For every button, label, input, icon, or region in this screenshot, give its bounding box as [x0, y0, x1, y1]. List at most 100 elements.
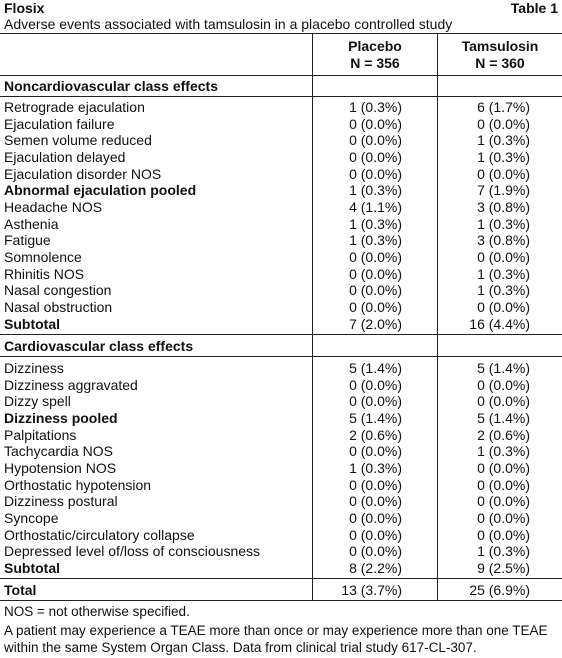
cell: 1 (0.3%) — [477, 443, 530, 459]
cell: 0 (0.0%) — [477, 393, 530, 409]
row-label: Depressed level of/loss of consciousness — [4, 543, 261, 559]
rule — [0, 75, 562, 76]
cell: 3 (0.8%) — [477, 199, 530, 215]
cell: 1 (0.3%) — [477, 282, 530, 298]
title: Flosix — [4, 0, 45, 16]
cell: 0 (0.0%) — [349, 377, 402, 393]
cell: 1 (0.3%) — [477, 216, 530, 232]
column-name: Tamsulosin — [461, 38, 539, 54]
section-title: Noncardiovascular class effects — [4, 78, 218, 94]
cell: 0 (0.0%) — [477, 460, 530, 476]
caption: Adverse events associated with tamsulosi… — [4, 16, 453, 32]
cell: 5 (1.4%) — [477, 360, 530, 376]
row-label: Dizziness pooled — [4, 410, 118, 426]
cell: 0 (0.0%) — [349, 543, 402, 559]
row-label: Dizziness — [4, 360, 64, 376]
cell: 0 (0.0%) — [349, 299, 402, 315]
row-label: Syncope — [4, 510, 59, 526]
cell: 8 (2.2%) — [349, 560, 402, 576]
cell: 0 (0.0%) — [349, 116, 402, 132]
cell: 5 (1.4%) — [349, 410, 402, 426]
cell: 7 (1.9%) — [477, 182, 530, 198]
cell: 2 (0.6%) — [349, 427, 402, 443]
footnote: A patient may experience a TEAE more tha… — [4, 623, 548, 655]
row-label: Ejaculation delayed — [4, 149, 126, 165]
rule — [0, 356, 562, 357]
rule — [0, 600, 562, 601]
column-rule — [312, 33, 313, 600]
row-label: Orthostatic hypotension — [4, 477, 152, 493]
cell: 1 (0.3%) — [477, 266, 530, 282]
cell: 0 (0.0%) — [349, 527, 402, 543]
row-label: Nasal congestion — [4, 282, 112, 298]
cell: 5 (1.4%) — [349, 360, 402, 376]
row-label: Orthostatic/circulatory collapse — [4, 527, 195, 543]
cell: 0 (0.0%) — [349, 132, 402, 148]
cell: 7 (2.0%) — [349, 316, 402, 332]
row-label: Subtotal — [4, 560, 60, 576]
column-n: N = 360 — [475, 55, 525, 71]
row-label: Nasal obstruction — [4, 299, 113, 315]
cell: 0 (0.0%) — [477, 493, 530, 509]
cell: 0 (0.0%) — [349, 282, 402, 298]
cell: 0 (0.0%) — [477, 116, 530, 132]
cell: 0 (0.0%) — [349, 477, 402, 493]
column-name: Placebo — [348, 38, 402, 54]
footnote: NOS = not otherwise specified. — [4, 604, 190, 619]
cell: 0 (0.0%) — [477, 166, 530, 182]
cell: 0 (0.0%) — [477, 377, 530, 393]
cell: 1 (0.3%) — [349, 182, 402, 198]
row-label: Headache NOS — [4, 199, 103, 215]
cell: 0 (0.0%) — [349, 166, 402, 182]
cell: 0 (0.0%) — [477, 527, 530, 543]
column-n: N = 356 — [350, 55, 400, 71]
rule — [0, 96, 562, 97]
cell: 0 (0.0%) — [349, 149, 402, 165]
row-label: Dizziness postural — [4, 493, 118, 509]
row-label: Somnolence — [4, 249, 82, 265]
row-label: Subtotal — [4, 316, 60, 332]
cell: 1 (0.3%) — [349, 216, 402, 232]
cell: 0 (0.0%) — [349, 493, 402, 509]
rule — [0, 334, 562, 335]
row-label: Ejaculation disorder NOS — [4, 166, 162, 182]
rule — [0, 578, 562, 579]
row-label: Dizziness aggravated — [4, 377, 138, 393]
cell: 2 (0.6%) — [477, 427, 530, 443]
column-rule — [437, 33, 438, 600]
row-label: Dizzy spell — [4, 393, 71, 409]
cell: 1 (0.3%) — [349, 460, 402, 476]
cell: 1 (0.3%) — [477, 543, 530, 559]
cell: 0 (0.0%) — [349, 393, 402, 409]
cell: 0 (0.0%) — [477, 249, 530, 265]
cell: 1 (0.3%) — [477, 132, 530, 148]
rule — [0, 33, 562, 34]
row-label: Hypotension NOS — [4, 460, 117, 476]
cell: 1 (0.3%) — [349, 99, 402, 115]
row-label: Rhinitis NOS — [4, 266, 85, 282]
cell: 0 (0.0%) — [477, 510, 530, 526]
row-label: Semen volume reduced — [4, 132, 152, 148]
cell: 0 (0.0%) — [477, 477, 530, 493]
cell: 6 (1.7%) — [477, 99, 530, 115]
cell: 4 (1.1%) — [349, 199, 402, 215]
row-label: Asthenia — [4, 216, 59, 232]
row-label: Total — [4, 582, 37, 598]
cell: 0 (0.0%) — [477, 299, 530, 315]
cell: 1 (0.3%) — [477, 149, 530, 165]
row-label: Retrograde ejaculation — [4, 99, 145, 115]
cell: 9 (2.5%) — [477, 560, 530, 576]
row-label: Tachycardia NOS — [4, 443, 113, 459]
cell: 3 (0.8%) — [477, 232, 530, 248]
cell: 16 (4.4%) — [469, 316, 530, 332]
row-label: Fatigue — [4, 232, 51, 248]
table-label: Table 1 — [510, 0, 558, 16]
row-label: Ejaculation failure — [4, 116, 115, 132]
cell: 25 (6.9%) — [469, 582, 530, 598]
cell: 0 (0.0%) — [349, 266, 402, 282]
cell: 13 (3.7%) — [341, 582, 402, 598]
cell: 0 (0.0%) — [349, 510, 402, 526]
cell: 0 (0.0%) — [349, 443, 402, 459]
row-label: Palpitations — [4, 427, 77, 443]
